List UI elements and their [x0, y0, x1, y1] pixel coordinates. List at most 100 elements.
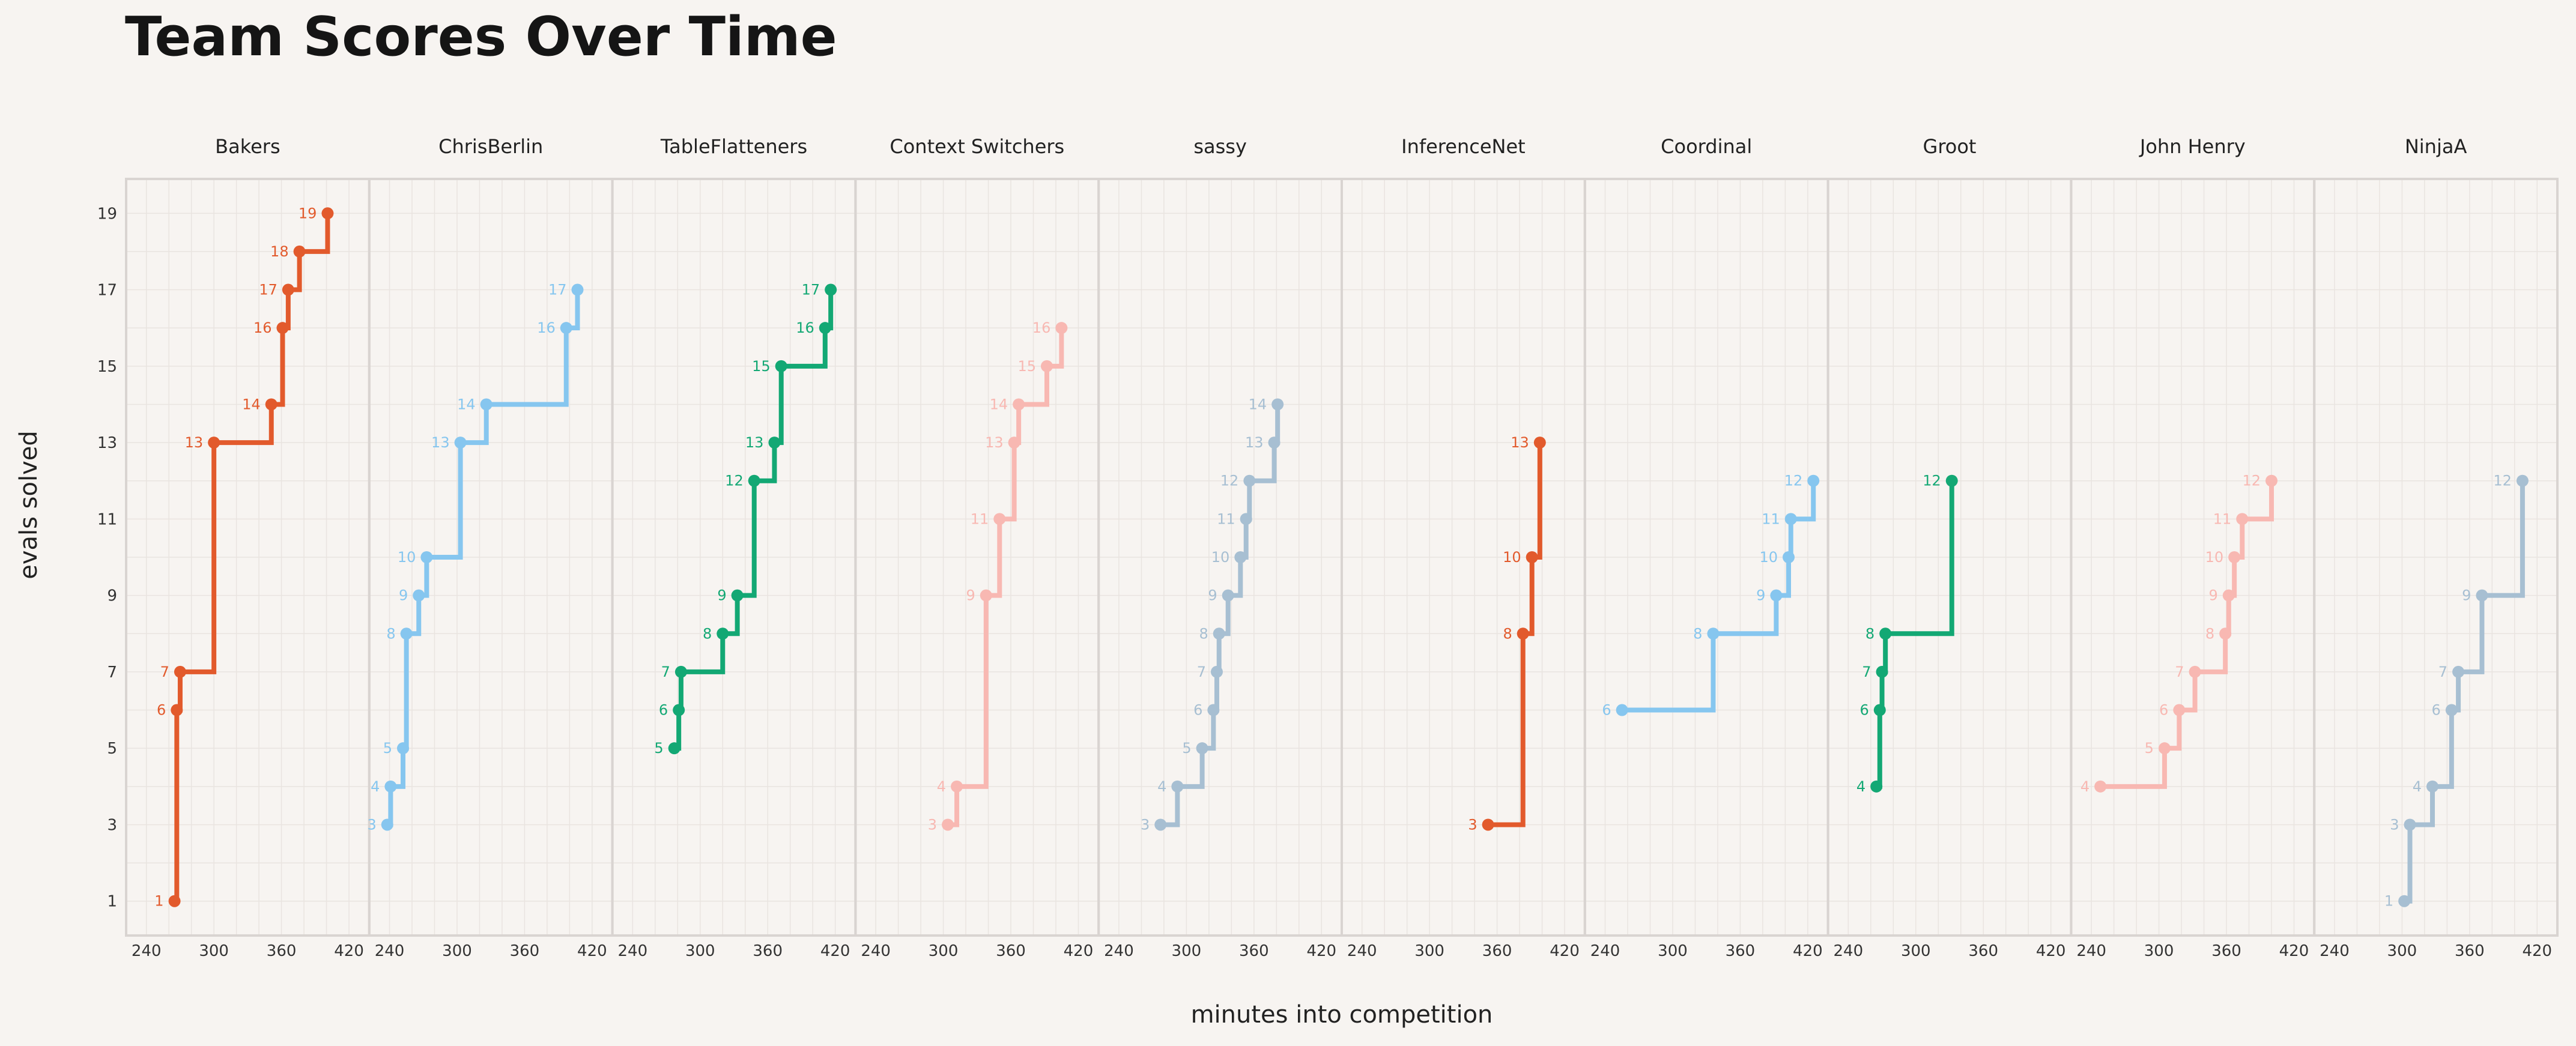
panel-title: ChrisBerlin [438, 135, 543, 158]
data-label: 5 [2145, 740, 2154, 757]
data-label: 14 [457, 396, 476, 413]
data-point [2094, 780, 2107, 793]
x-tick-label: 420 [334, 942, 364, 960]
data-label: 7 [661, 664, 670, 680]
data-point [1213, 627, 1225, 640]
panel-john-henry: John Henry 240 300 360 420 4 5 6 7 8 9 10 11 12 [2070, 135, 2316, 960]
data-point [1207, 704, 1220, 716]
data-point [1222, 589, 1234, 602]
x-tick-label: 420 [2522, 942, 2552, 960]
data-point [731, 589, 744, 602]
x-tick-label: 360 [2211, 942, 2241, 960]
data-point [1271, 398, 1284, 411]
data-label: 8 [1693, 625, 1702, 642]
panel-inferencenet: InferenceNet 240 300 360 420 3 8 10 13 [1341, 135, 1586, 960]
data-label: 10 [2205, 549, 2224, 566]
data-point [168, 895, 181, 907]
data-label: 6 [2159, 702, 2168, 719]
data-point [1210, 665, 1223, 678]
data-point [1526, 551, 1538, 563]
data-label: 1 [2384, 893, 2393, 910]
data-point [384, 780, 397, 793]
data-label: 7 [1197, 664, 1206, 680]
series-line [948, 328, 1064, 827]
data-point [717, 627, 729, 640]
data-label: 4 [1157, 778, 1166, 795]
x-tick-label: 420 [577, 942, 607, 960]
data-point [2516, 474, 2529, 487]
data-label: 8 [1503, 625, 1512, 642]
panel-context-switchers: Context Switchers 240 300 360 420 3 4 9 11 13 14 15… [854, 135, 1100, 960]
panel-tableflatteners: TableFlatteners 240 300 360 420 5 6 7 8 9 12 13 15 16… [611, 135, 857, 960]
data-point [2158, 742, 2171, 755]
data-point [2219, 627, 2232, 640]
data-point [2398, 895, 2411, 907]
x-tick-label: 240 [2076, 942, 2106, 960]
data-point [276, 322, 289, 334]
data-point [293, 245, 306, 258]
x-tick-label: 420 [1064, 942, 1094, 960]
data-label: 4 [2413, 778, 2422, 795]
data-label: 8 [703, 625, 712, 642]
panel-ninjaa: NinjaA 240 300 360 420 1 3 4 6 7 9 12 [2313, 135, 2559, 960]
data-label: 6 [1602, 702, 1611, 719]
data-point [1770, 589, 1783, 602]
y-tick-label: 13 [97, 434, 117, 452]
data-label: 18 [270, 243, 289, 260]
data-point [397, 742, 410, 755]
data-label: 3 [2390, 816, 2399, 833]
panel-title: InferenceNet [1401, 135, 1526, 158]
x-tick-label: 360 [753, 942, 783, 960]
data-label: 5 [1182, 740, 1191, 757]
data-label: 7 [2438, 664, 2447, 680]
x-tick-label: 360 [1726, 942, 1756, 960]
data-label: 8 [2205, 625, 2214, 642]
x-tick-label: 240 [1590, 942, 1620, 960]
data-label: 12 [1923, 473, 1941, 489]
data-label: 16 [253, 319, 272, 336]
data-label: 19 [299, 205, 317, 222]
data-point [2476, 589, 2488, 602]
data-point [1243, 474, 1256, 487]
series-line [1160, 404, 1280, 827]
x-tick-label: 420 [1306, 942, 1336, 960]
y-tick-label: 5 [107, 740, 117, 758]
data-label: 16 [796, 319, 814, 336]
data-point [381, 818, 393, 831]
panel-title: Coordinal [1661, 135, 1752, 158]
panel-title: NinjaA [2405, 135, 2467, 158]
data-point [768, 437, 781, 449]
data-label: 4 [2080, 778, 2090, 795]
x-tick-label: 300 [685, 942, 715, 960]
data-label: 11 [1217, 510, 1235, 527]
data-label: 11 [1762, 510, 1780, 527]
panel-title: TableFlatteners [660, 135, 807, 158]
data-label: 6 [1193, 702, 1202, 719]
data-point [1870, 780, 1883, 793]
x-tick-label: 360 [267, 942, 297, 960]
data-point [1008, 437, 1020, 449]
data-point [1013, 398, 1025, 411]
data-point [1879, 627, 1892, 640]
x-tick-label: 420 [820, 942, 850, 960]
data-point [673, 704, 685, 716]
data-point [2222, 589, 2235, 602]
data-point [571, 283, 584, 296]
data-label: 12 [725, 473, 744, 489]
data-label: 17 [548, 282, 567, 298]
x-tick-label: 360 [1482, 942, 1512, 960]
data-label: 9 [399, 587, 408, 604]
data-point [454, 437, 467, 449]
data-label: 3 [368, 816, 377, 833]
data-point [1268, 437, 1280, 449]
data-label: 6 [157, 702, 166, 719]
data-point [1482, 818, 1494, 831]
data-point [2404, 818, 2416, 831]
y-tick-label: 3 [107, 816, 117, 834]
data-point [1873, 704, 1886, 716]
data-label: 11 [971, 510, 989, 527]
data-label: 13 [745, 434, 764, 451]
y-tick-label: 17 [97, 282, 117, 300]
data-label: 16 [1032, 319, 1051, 336]
data-point [400, 627, 413, 640]
